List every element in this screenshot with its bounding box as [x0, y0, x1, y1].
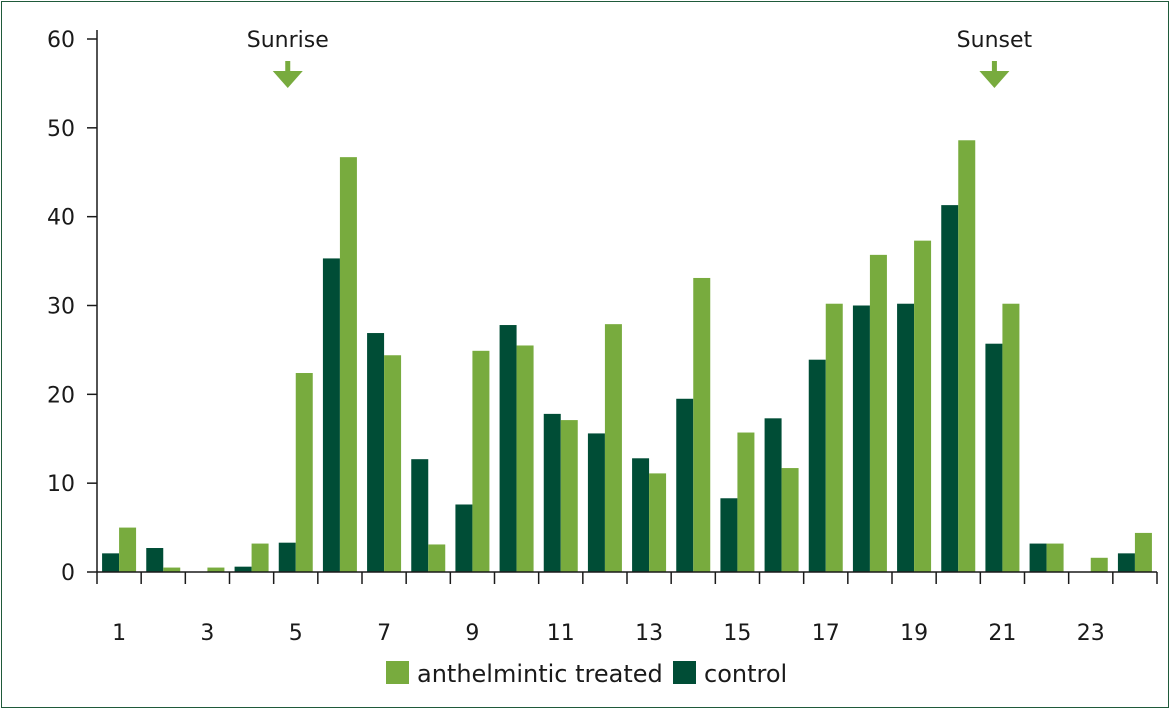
annotation-sunrise-arrow-stem	[285, 61, 291, 72]
bar-anthelmintic-treated-13	[649, 473, 667, 572]
bar-anthelmintic-treated-24	[1134, 532, 1152, 572]
bar-anthelmintic-treated-4	[251, 543, 269, 572]
x-tick-label: 3	[200, 621, 214, 646]
bar-control-10	[499, 325, 517, 572]
bar-control-8	[411, 459, 429, 572]
legend-swatch-control	[673, 661, 696, 684]
bar-anthelmintic-treated-10	[516, 345, 534, 572]
bar-control-6	[322, 258, 340, 572]
bar-anthelmintic-treated-5	[295, 373, 313, 572]
legend: anthelmintic treated control	[386, 660, 787, 688]
bar-control-9	[455, 504, 473, 572]
x-ticks-group: 1 3 5 7 9 11 13 15 17 19 21 23	[96, 572, 1158, 646]
bar-control-5	[278, 542, 296, 572]
x-tick-label: 5	[289, 621, 303, 646]
bar-control-11	[543, 413, 561, 572]
y-tick-label: 60	[47, 28, 75, 53]
bar-control-13	[632, 458, 650, 572]
annotation-sunset-label: Sunset	[957, 28, 1033, 53]
annotation-sunset-arrow-stem	[991, 61, 997, 72]
annotation-sunrise-arrow-icon	[272, 71, 303, 88]
bar-anthelmintic-treated-7	[384, 355, 402, 572]
bar-control-1	[102, 553, 120, 572]
bar-anthelmintic-treated-17	[825, 303, 843, 572]
x-tick-label: 23	[1077, 621, 1105, 646]
bars-group	[102, 140, 1152, 573]
bar-anthelmintic-treated-15	[737, 432, 755, 572]
bar-anthelmintic-treated-23	[1090, 557, 1108, 572]
bar-control-19	[897, 303, 915, 572]
bar-control-17	[808, 359, 826, 572]
x-tick-label: 13	[635, 621, 663, 646]
x-tick-label: 9	[465, 621, 479, 646]
bar-control-15	[720, 498, 738, 572]
y-ticks-group: 0 10 20 30 40 50 60	[47, 28, 97, 586]
bar-anthelmintic-treated-20	[958, 140, 976, 572]
x-tick-label: 15	[723, 621, 751, 646]
bar-anthelmintic-treated-1	[119, 527, 137, 572]
y-tick-label: 20	[47, 383, 75, 408]
bar-control-7	[367, 333, 385, 572]
bar-control-4	[234, 566, 252, 572]
bar-control-24	[1117, 553, 1135, 572]
bar-anthelmintic-treated-9	[472, 350, 490, 572]
bar-anthelmintic-treated-3	[207, 567, 225, 572]
y-tick-label: 0	[61, 561, 75, 586]
y-tick-label: 50	[47, 117, 75, 142]
bar-anthelmintic-treated-19	[914, 240, 932, 572]
bar-anthelmintic-treated-22	[1046, 543, 1064, 572]
legend-swatch-anthelmintic-treated	[386, 661, 409, 684]
x-tick-label: 17	[812, 621, 840, 646]
bar-control-21	[985, 343, 1003, 572]
bar-anthelmintic-treated-12	[604, 324, 622, 572]
legend-label-anthelmintic-treated: anthelmintic treated	[417, 660, 663, 688]
legend-label-control: control	[704, 660, 787, 688]
bar-anthelmintic-treated-2	[163, 567, 181, 572]
bar-control-22	[1029, 543, 1047, 572]
y-tick-label: 30	[47, 295, 75, 320]
annotations-group: Sunrise Sunset	[247, 28, 1033, 88]
x-tick-label: 19	[900, 621, 928, 646]
bar-control-20	[941, 205, 959, 572]
bar-anthelmintic-treated-6	[339, 157, 357, 572]
x-tick-label: 1	[112, 621, 126, 646]
bar-control-2	[146, 548, 164, 572]
bar-anthelmintic-treated-16	[781, 468, 799, 572]
bar-control-18	[852, 305, 870, 572]
y-tick-label: 10	[47, 472, 75, 497]
annotation-sunset-arrow-icon	[979, 71, 1010, 88]
bar-control-16	[764, 418, 782, 572]
bar-anthelmintic-treated-14	[693, 277, 711, 572]
bar-anthelmintic-treated-8	[428, 544, 446, 572]
y-tick-label: 40	[47, 206, 75, 231]
x-tick-label: 7	[377, 621, 391, 646]
bar-anthelmintic-treated-11	[560, 420, 578, 572]
annotation-sunrise-label: Sunrise	[247, 28, 329, 53]
x-tick-label: 21	[988, 621, 1016, 646]
bar-control-14	[676, 398, 694, 572]
bar-anthelmintic-treated-18	[869, 254, 887, 573]
bar-control-12	[587, 433, 605, 572]
bar-anthelmintic-treated-21	[1002, 303, 1020, 572]
x-tick-label: 11	[547, 621, 575, 646]
